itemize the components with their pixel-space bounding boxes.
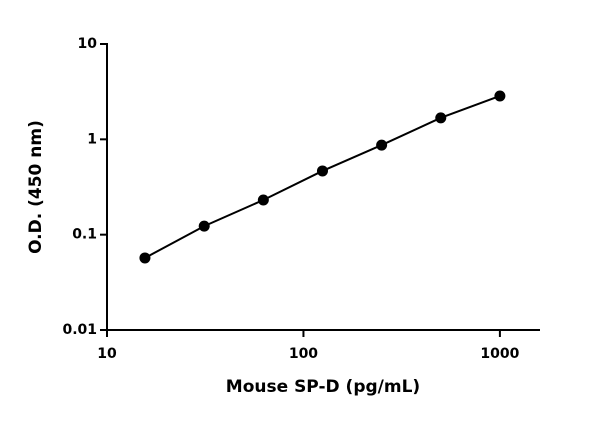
data-point — [198, 220, 210, 232]
y-tick-label: 0.01 — [62, 322, 97, 338]
data-point — [316, 165, 328, 177]
y-axis-title: O.D. (450 nm) — [26, 120, 46, 254]
data-point — [139, 252, 151, 264]
x-tick-label: 100 — [289, 346, 318, 362]
data-point — [435, 112, 447, 124]
y-tick-label: 0.1 — [72, 227, 97, 243]
y-tick-label: 1 — [87, 131, 97, 147]
data-point — [257, 194, 269, 206]
data-point — [376, 139, 388, 151]
y-tick-label: 10 — [78, 36, 98, 52]
fit-line — [144, 95, 501, 259]
data-point — [494, 90, 506, 102]
x-tick-label: 10 — [97, 346, 117, 362]
x-axis-title: Mouse SP-D (pg/mL) — [226, 377, 420, 397]
x-tick-label: 1000 — [480, 346, 519, 362]
